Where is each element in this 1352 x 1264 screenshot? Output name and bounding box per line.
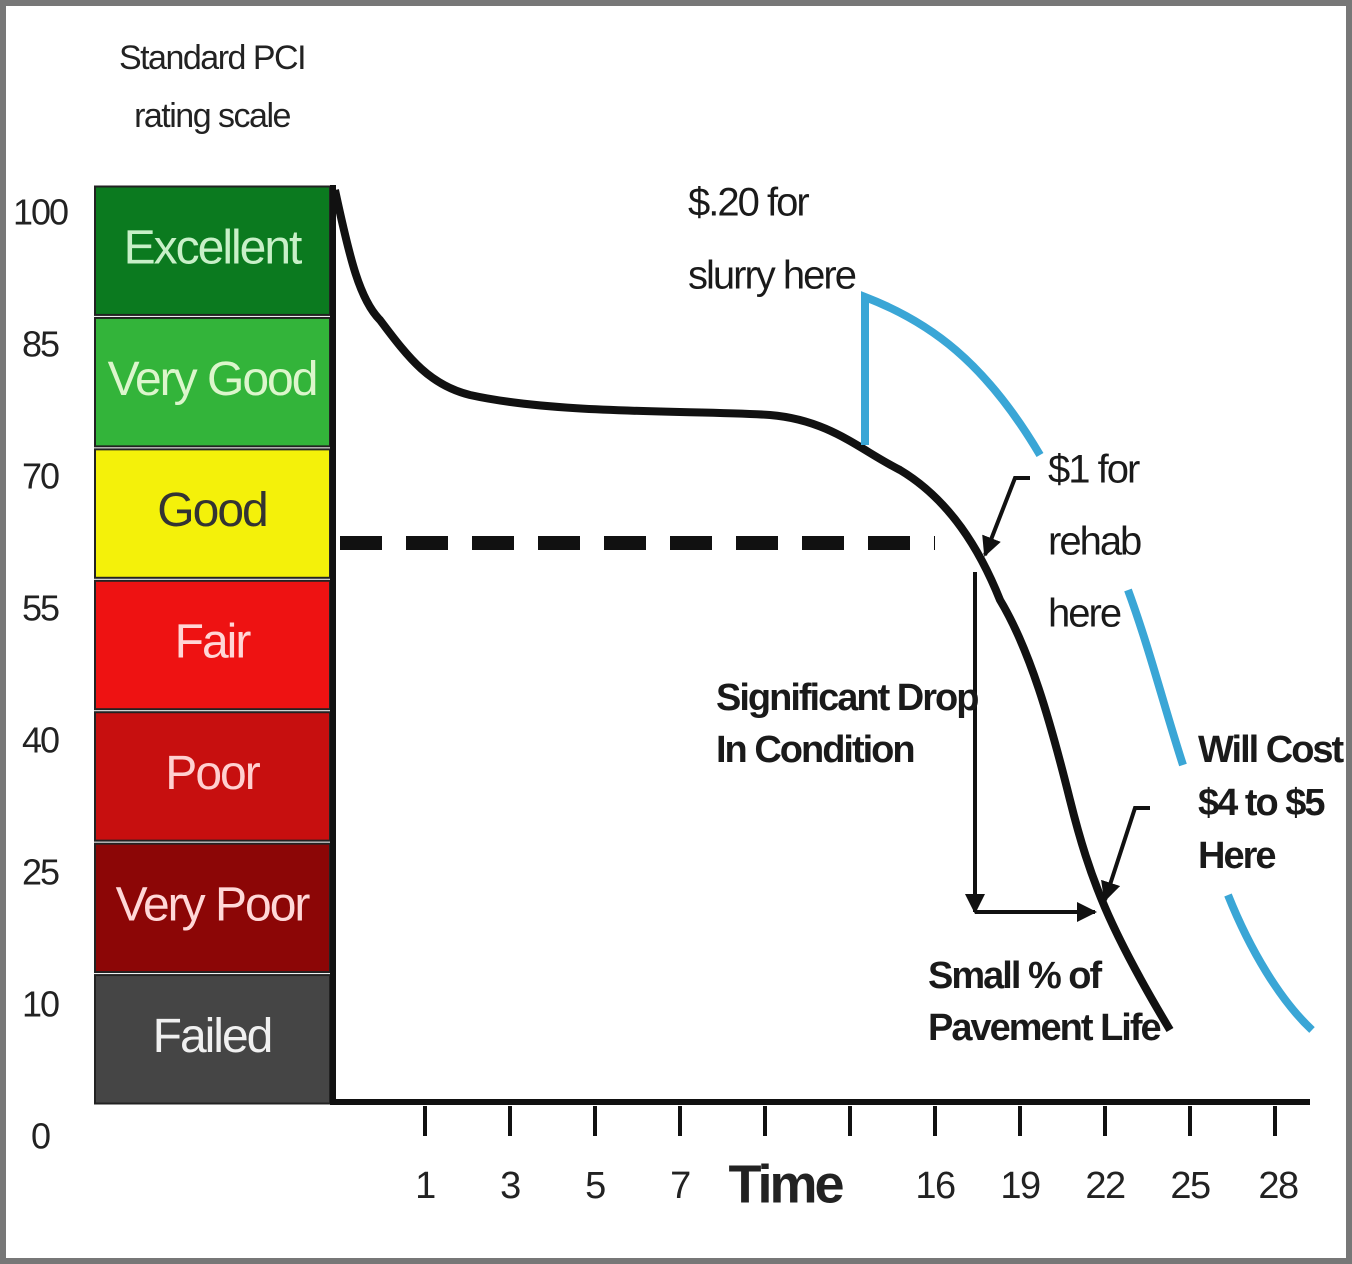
annotation: $1 for [1048,448,1140,492]
annotation: $4 to $5 [1198,782,1325,824]
y-tick-label: 70 [22,456,59,497]
rating-label: Failed [153,1010,272,1063]
treated-curve [1124,588,1187,767]
rating-label: Poor [165,747,260,800]
rating-band [94,842,331,974]
treated-curve [861,291,1044,458]
y-tick-label: 40 [22,720,59,761]
rating-label: Good [157,484,266,537]
annotation: Small % of [928,955,1102,997]
treated-curve [1224,893,1315,1033]
annotation: Here [1198,835,1275,877]
rating-label: Very Good [108,353,317,406]
y-tick-label: 55 [22,588,59,629]
annotation: Significant Drop [716,677,978,719]
x-tick-label: 16 [915,1165,955,1207]
rating-band [94,448,331,579]
y-tick-label: 10 [22,984,59,1025]
rating-band [94,974,331,1105]
y-tick-label: 25 [22,852,59,893]
rating-label: Very Poor [116,879,311,932]
annotation: Will Cost [1198,729,1345,771]
rating-band [94,316,331,448]
annotation: In Condition [716,729,914,771]
y-tick-label: 100 [13,192,68,233]
x-tick-label: 22 [1085,1165,1125,1207]
rating-label: Excellent [124,221,302,274]
x-tick-label: 7 [670,1165,690,1207]
arrow [982,476,1030,557]
axes [330,185,1310,1105]
x-tick-label: 25 [1170,1165,1210,1207]
arrow [1101,806,1150,902]
annotation: $.20 for [688,181,809,225]
scale-title: Standard PCI [119,39,305,77]
x-tick-label: 5 [585,1165,605,1207]
x-tick-label: 1 [415,1165,435,1207]
rating-band [94,579,331,711]
y-tick-label: 85 [22,324,59,365]
y-tick-label: 0 [31,1116,50,1157]
annotation: slurry here [688,254,856,298]
rating-band [94,711,331,842]
annotation: Pavement Life [928,1007,1161,1049]
x-tick-label: 19 [1000,1165,1040,1207]
rating-band [94,185,331,316]
rating-label: Fair [175,616,252,669]
rating-bands: Excellent Very Good Good Fair Poor Very Poor F… [94,185,331,1105]
deterioration-curve [331,189,1174,1033]
annotation: rehab [1048,520,1141,564]
x-tick-label: 3 [500,1165,520,1207]
scale-title: rating scale [134,97,290,135]
x-tick-label: Time [728,1154,843,1214]
annotation: here [1048,592,1121,636]
x-tick-label: 28 [1258,1165,1298,1207]
